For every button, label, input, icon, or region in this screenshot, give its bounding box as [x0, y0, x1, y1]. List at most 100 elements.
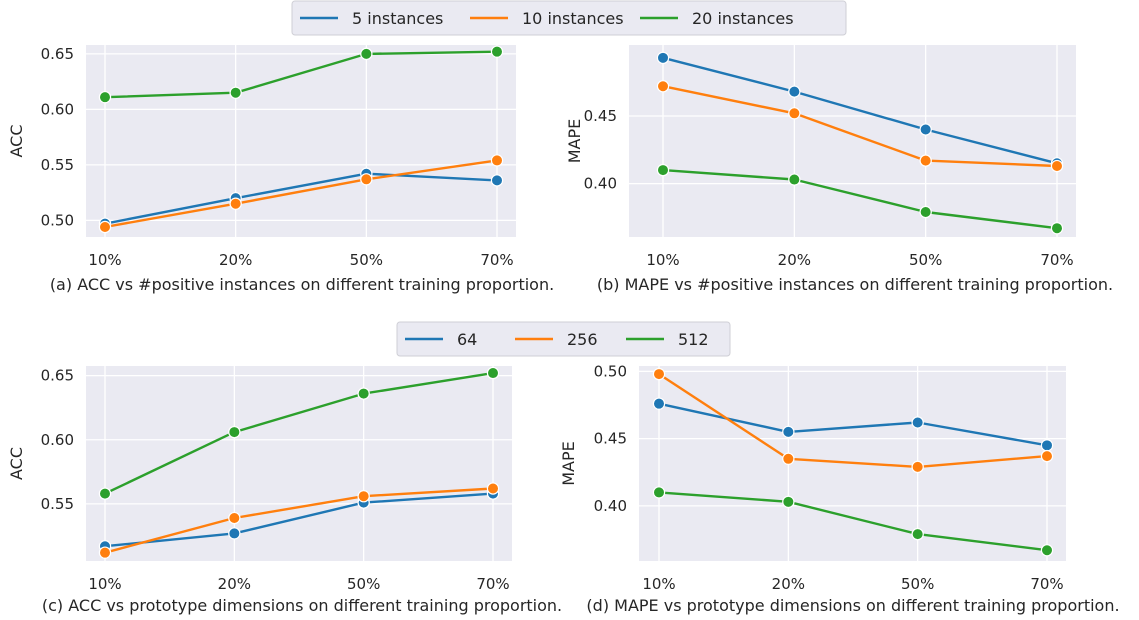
data-point — [788, 107, 801, 120]
x-tick-label: 70% — [1030, 575, 1063, 593]
chart-panel-1: 10% 20% 50% 70% 0.50 0.55 0.60 0.65 ACC (a) ACC v… — [7, 45, 554, 294]
x-tick-label: 10% — [642, 575, 675, 593]
plot-area — [86, 45, 516, 237]
data-point — [486, 366, 500, 380]
legend-label: 10 instances — [522, 9, 624, 28]
series-line-2 — [103, 159, 499, 229]
legend-2: 64 256 512 — [396, 321, 731, 357]
data-point — [911, 460, 924, 474]
y-axis-label: ACC — [7, 447, 26, 480]
legend-label: 512 — [678, 330, 709, 349]
legend-1: 5 instances 10 instances 20 instances — [291, 0, 847, 36]
data-point — [911, 527, 924, 541]
y-tick-label: 0.40 — [584, 175, 617, 193]
legend-label: 5 instances — [352, 9, 443, 28]
data-point — [360, 173, 373, 186]
x-tick-label: 50% — [347, 575, 380, 593]
data-point — [229, 86, 242, 99]
x-tick-label: 50% — [901, 575, 934, 593]
y-axis-label: ACC — [7, 124, 26, 157]
series-line-3 — [103, 50, 499, 99]
y-tick-label: 0.50 — [594, 362, 627, 380]
data-point — [652, 367, 666, 381]
series-line-1 — [661, 56, 1059, 165]
data-point — [652, 486, 666, 499]
data-point — [1050, 159, 1064, 173]
data-point — [490, 45, 504, 58]
y-tick-label: 0.45 — [584, 107, 617, 125]
plot-area — [86, 366, 512, 561]
data-point — [486, 482, 500, 495]
y-tick-label: 0.65 — [41, 367, 74, 385]
data-point — [1040, 544, 1054, 557]
data-point — [782, 425, 795, 439]
data-point — [652, 397, 666, 410]
data-point — [229, 197, 242, 210]
chart-caption: (d) MAPE vs prototype dimensions on diff… — [586, 596, 1119, 615]
data-point — [490, 154, 504, 167]
chart-caption: (c) ACC vs prototype dimensions on diffe… — [42, 596, 562, 615]
data-point — [228, 527, 241, 540]
chart-panel-3: 10% 20% 50% 70% 0.55 0.60 0.65 ACC (c) ACC vs pr… — [7, 366, 562, 615]
data-point — [1050, 222, 1064, 235]
plot-area — [629, 45, 1076, 237]
y-axis-label: MAPE — [559, 441, 578, 486]
series-line-3 — [657, 491, 1049, 552]
y-tick-label: 0.45 — [594, 430, 627, 448]
x-tick-label: 10% — [646, 251, 679, 269]
x-tick-label: 50% — [350, 251, 383, 269]
y-tick-label: 0.40 — [594, 497, 627, 515]
data-point — [98, 487, 112, 500]
x-tick-label: 20% — [219, 251, 252, 269]
legend-box — [291, 0, 847, 36]
series-line-3 — [661, 168, 1059, 230]
data-point — [911, 416, 924, 429]
data-point — [360, 47, 373, 61]
data-point — [656, 80, 670, 93]
x-tick-label: 50% — [909, 251, 942, 269]
x-tick-label: 10% — [88, 575, 121, 593]
data-point — [919, 205, 932, 219]
data-point — [228, 511, 241, 525]
series-line-1 — [103, 492, 495, 548]
chart-caption: (b) MAPE vs #positive instances on diffe… — [597, 275, 1113, 294]
chart-caption: (a) ACC vs #positive instances on differ… — [50, 275, 554, 294]
data-point — [919, 154, 932, 167]
data-point — [228, 425, 241, 439]
y-tick-label: 0.50 — [41, 211, 74, 229]
x-tick-label: 70% — [476, 575, 509, 593]
x-tick-label: 70% — [1040, 251, 1073, 269]
y-tick-label: 0.60 — [41, 100, 74, 118]
series-line-3 — [103, 371, 495, 495]
x-tick-label: 20% — [218, 575, 251, 593]
data-point — [98, 90, 112, 104]
legend-box — [396, 321, 731, 357]
series-line-2 — [103, 487, 495, 554]
series-line-1 — [103, 172, 499, 225]
legend-label: 256 — [567, 330, 598, 349]
legend-label: 64 — [457, 330, 477, 349]
data-point — [782, 452, 795, 465]
data-point — [656, 163, 670, 177]
y-tick-label: 0.60 — [41, 431, 74, 449]
data-point — [490, 174, 504, 187]
data-point — [357, 490, 370, 503]
legend-label: 20 instances — [692, 9, 794, 28]
data-point — [919, 123, 932, 136]
data-point — [98, 546, 112, 559]
x-tick-label: 20% — [772, 575, 805, 593]
y-axis-label: MAPE — [565, 119, 584, 164]
data-point — [656, 51, 670, 65]
series-line-2 — [661, 84, 1059, 168]
y-tick-label: 0.55 — [41, 495, 74, 513]
data-point — [357, 387, 370, 400]
y-tick-label: 0.55 — [41, 156, 74, 174]
data-point — [98, 220, 112, 234]
data-point — [1040, 439, 1054, 452]
x-tick-label: 70% — [480, 251, 513, 269]
x-tick-label: 10% — [88, 251, 121, 269]
data-point — [1040, 449, 1054, 463]
y-tick-label: 0.65 — [41, 45, 74, 63]
